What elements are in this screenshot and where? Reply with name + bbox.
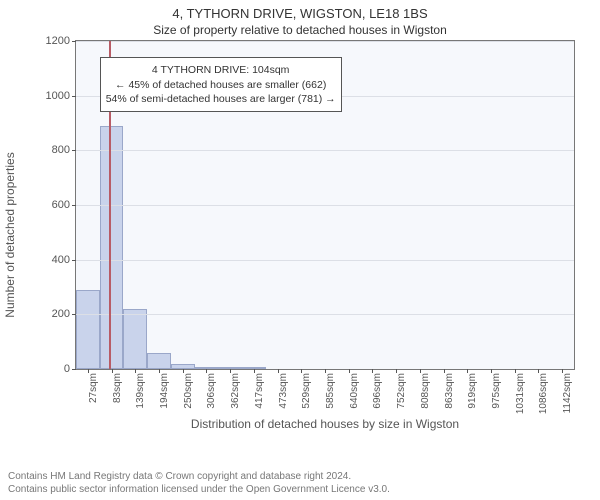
annotation-line-1: 4 TYTHORN DRIVE: 104sqm bbox=[106, 63, 336, 77]
y-axis-label: Number of detached properties bbox=[3, 152, 17, 317]
histogram-bar bbox=[100, 126, 124, 369]
x-tick-label: 1031sqm bbox=[515, 373, 526, 414]
x-tick-label: 1142sqm bbox=[562, 373, 573, 413]
gridline-h bbox=[76, 150, 574, 151]
x-tick-label: 417sqm bbox=[254, 373, 265, 409]
x-tick-label: 250sqm bbox=[183, 373, 194, 409]
gridline-h bbox=[76, 314, 574, 315]
footer-line-1: Contains HM Land Registry data © Crown c… bbox=[8, 470, 390, 483]
footer-line-2: Contains public sector information licen… bbox=[8, 483, 390, 496]
y-tick-mark bbox=[72, 41, 76, 42]
annotation-line-3: 54% of semi-detached houses are larger (… bbox=[106, 92, 336, 106]
page-title: 4, TYTHORN DRIVE, WIGSTON, LE18 1BS bbox=[0, 0, 600, 21]
page-subtitle: Size of property relative to detached ho… bbox=[0, 21, 600, 41]
y-tick-mark bbox=[72, 150, 76, 151]
x-tick-label: 529sqm bbox=[301, 373, 312, 409]
x-tick-label: 696sqm bbox=[372, 373, 383, 409]
x-axis-label: Distribution of detached houses by size … bbox=[76, 417, 574, 431]
plot-area: Distribution of detached houses by size … bbox=[75, 40, 575, 370]
annotation-line-2: ← 45% of detached houses are smaller (66… bbox=[106, 78, 336, 92]
x-tick-label: 194sqm bbox=[159, 373, 170, 409]
histogram-bar bbox=[76, 290, 100, 369]
x-tick-label: 27sqm bbox=[88, 373, 99, 403]
x-tick-label: 808sqm bbox=[420, 373, 431, 409]
gridline-h bbox=[76, 205, 574, 206]
footer-attribution: Contains HM Land Registry data © Crown c… bbox=[8, 470, 390, 496]
y-tick-mark bbox=[72, 260, 76, 261]
x-tick-label: 83sqm bbox=[112, 373, 123, 403]
x-tick-label: 640sqm bbox=[349, 373, 360, 409]
gridline-h bbox=[76, 260, 574, 261]
histogram-bar bbox=[147, 353, 171, 369]
x-tick-label: 975sqm bbox=[491, 373, 502, 409]
x-tick-label: 585sqm bbox=[325, 373, 336, 409]
x-tick-label: 752sqm bbox=[396, 373, 407, 409]
x-tick-label: 919sqm bbox=[467, 373, 478, 409]
x-tick-label: 306sqm bbox=[206, 373, 217, 409]
x-tick-label: 139sqm bbox=[135, 373, 146, 409]
x-tick-label: 362sqm bbox=[230, 373, 241, 409]
annotation-box: 4 TYTHORN DRIVE: 104sqm← 45% of detached… bbox=[100, 57, 342, 112]
x-tick-label: 473sqm bbox=[278, 373, 289, 409]
x-tick-label: 863sqm bbox=[444, 373, 455, 409]
x-tick-label: 1086sqm bbox=[538, 373, 549, 414]
y-tick-mark bbox=[72, 205, 76, 206]
chart-container: Number of detached properties Distributi… bbox=[30, 40, 590, 430]
histogram-bar bbox=[123, 309, 147, 369]
y-tick-mark bbox=[72, 96, 76, 97]
y-tick-mark bbox=[72, 369, 76, 370]
gridline-h bbox=[76, 41, 574, 42]
y-tick-mark bbox=[72, 314, 76, 315]
